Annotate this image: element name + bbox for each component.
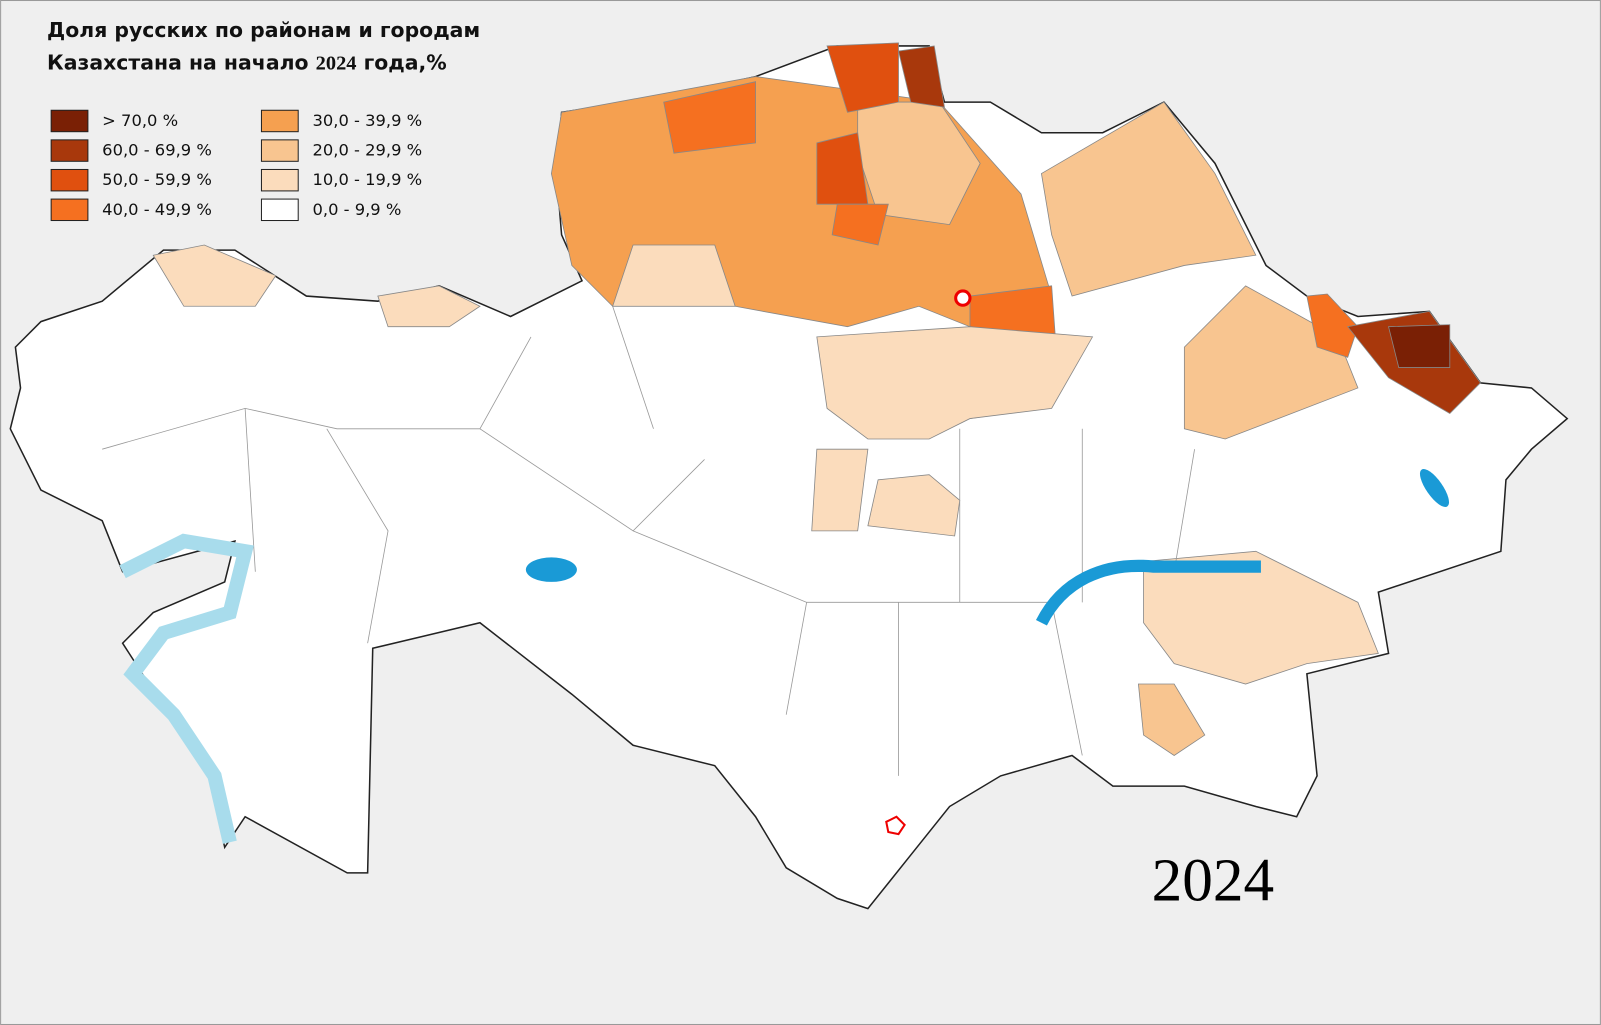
lake-balkhash — [1035, 559, 1261, 626]
legend-label: > 70,0 % — [102, 111, 178, 130]
title-text: года,% — [364, 50, 447, 74]
year-label: 2024 — [1152, 846, 1275, 914]
region — [152, 244, 277, 307]
title-line2: Казахстана на начало 2024 года,% — [47, 50, 447, 74]
legend-swatch — [260, 139, 299, 162]
city-marker — [885, 815, 906, 836]
region — [867, 474, 961, 537]
legend-swatch — [50, 109, 89, 133]
legend-label: 50,0 - 59,9 % — [102, 170, 212, 189]
legend-label: 40,0 - 49,9 % — [102, 200, 212, 219]
regions — [152, 42, 1481, 756]
capital-marker — [954, 289, 972, 307]
region — [1040, 101, 1257, 297]
title-text: Казахстана на начало — [47, 50, 309, 74]
region — [831, 203, 889, 246]
legend-label: 10,0 - 19,9 % — [313, 170, 423, 189]
legend-swatch — [50, 168, 89, 192]
region — [898, 45, 945, 108]
region — [811, 448, 869, 532]
title-line1: Доля русских по районам и городам — [47, 18, 480, 42]
legend-swatch — [260, 198, 299, 222]
legend-label: 30,0 - 39,9 % — [313, 111, 423, 130]
legend-swatch — [260, 109, 299, 133]
caspian-shore — [119, 533, 254, 844]
legend-label: 60,0 - 69,9 % — [102, 141, 212, 160]
title-year: 2024 — [316, 52, 357, 74]
legend-swatch — [50, 139, 89, 162]
district-lines — [102, 306, 1195, 776]
aral-sea — [525, 557, 577, 582]
region — [612, 244, 736, 307]
legend-swatch — [260, 168, 299, 192]
legend-label: 20,0 - 29,9 % — [313, 141, 423, 160]
lake-zaysan — [1419, 469, 1450, 507]
region — [1143, 550, 1379, 685]
region — [1306, 293, 1359, 358]
region — [377, 285, 481, 328]
legend-label: 0,0 - 9,9 % — [313, 200, 402, 219]
legend-swatch — [50, 198, 89, 222]
region — [1388, 324, 1451, 368]
region — [663, 81, 756, 154]
legend: > 70,0 % 60,0 - 69,9 % 50,0 - 59,9 % 40,0 -… — [50, 109, 423, 222]
region — [816, 326, 1094, 440]
region — [826, 42, 899, 113]
region — [1137, 683, 1206, 756]
